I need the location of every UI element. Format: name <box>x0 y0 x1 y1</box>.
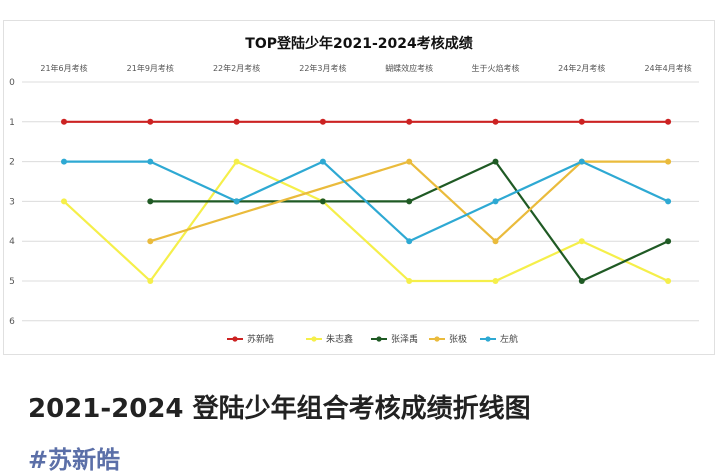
x-category-label: 蝴蝶效应考核 <box>385 63 433 73</box>
hashtag-link[interactable]: #苏新皓 <box>28 446 121 474</box>
legend-marker <box>485 336 491 342</box>
data-point <box>665 118 672 125</box>
data-point <box>578 118 585 125</box>
y-tick-label: 2 <box>9 158 15 168</box>
data-point <box>61 118 67 125</box>
legend-label: 张泽禹 <box>391 333 418 345</box>
data-point <box>492 158 499 165</box>
data-point <box>492 278 499 284</box>
data-point <box>233 198 240 205</box>
data-point <box>665 198 672 205</box>
chart-card: TOP登陆少年2021-2024考核成绩 0 1 2 3 4 5 6 21年6月考核 21年9月… <box>3 20 715 355</box>
data-point <box>578 278 585 284</box>
data-point <box>406 118 413 125</box>
x-category-label: 21年6月考核 <box>40 63 87 73</box>
x-category-label: 22年3月考核 <box>299 63 346 73</box>
data-point <box>492 198 499 205</box>
data-point <box>406 198 413 205</box>
data-point <box>492 118 499 125</box>
legend-marker <box>232 336 238 342</box>
data-point <box>406 278 413 284</box>
series-line <box>150 160 669 283</box>
data-point <box>319 118 326 125</box>
data-point <box>578 158 585 165</box>
x-category-label: 生于火焰考核 <box>472 63 520 73</box>
legend-marker <box>376 336 382 342</box>
data-point <box>492 238 499 245</box>
series-line <box>64 160 669 243</box>
y-tick-label: 0 <box>9 78 15 88</box>
x-category-label: 24年4月考核 <box>644 63 691 73</box>
data-point <box>147 238 154 245</box>
data-point <box>147 278 154 284</box>
data-point <box>147 118 154 125</box>
line-chart: 0 1 2 3 4 5 6 21年6月考核 21年9月考核 22年2月考核 22年3月考核 蝴蝶效应考… <box>9 63 699 345</box>
data-point <box>61 158 67 165</box>
data-point <box>406 158 413 165</box>
y-tick-label: 6 <box>9 317 15 327</box>
data-point <box>147 198 154 205</box>
data-point <box>319 158 326 165</box>
y-tick-label: 5 <box>9 277 15 287</box>
legend-marker <box>311 336 317 342</box>
legend-label: 张极 <box>449 333 467 345</box>
data-point <box>665 238 672 245</box>
data-point <box>578 238 585 245</box>
series-line <box>63 160 669 283</box>
legend-marker <box>434 336 440 342</box>
data-point <box>665 278 672 284</box>
data-point <box>147 158 154 165</box>
data-point <box>665 158 672 165</box>
y-tick-label: 3 <box>9 197 15 207</box>
x-category-label: 24年2月考核 <box>558 63 605 73</box>
y-tick-label: 4 <box>9 237 15 247</box>
x-category-label: 21年9月考核 <box>127 63 174 73</box>
x-category-label: 22年2月考核 <box>213 63 260 73</box>
legend-label: 朱志鑫 <box>326 333 353 345</box>
data-point <box>233 118 240 125</box>
data-point <box>233 158 240 165</box>
data-point <box>319 198 326 205</box>
legend-label: 苏新皓 <box>247 333 274 345</box>
data-point <box>406 238 413 245</box>
chart-title: TOP登陆少年2021-2024考核成绩 <box>245 36 473 52</box>
legend-label: 左航 <box>500 333 518 345</box>
post-caption: 2021-2024 登陆少年组合考核成绩折线图 <box>28 394 531 424</box>
data-point <box>61 198 67 205</box>
y-tick-label: 1 <box>9 118 15 128</box>
